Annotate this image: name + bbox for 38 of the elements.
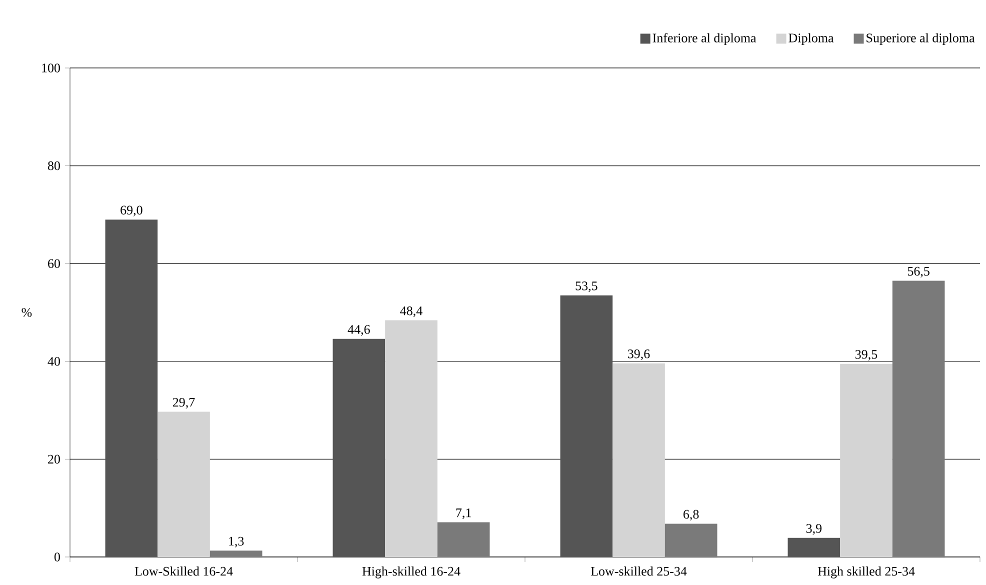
bar [788, 538, 840, 557]
bar [385, 320, 438, 557]
bar [664, 524, 718, 557]
legend-label: Diploma [788, 33, 834, 45]
bar [332, 338, 386, 557]
y-tick-label: 60 [48, 259, 60, 268]
legend-label: Superiore al diploma [866, 33, 975, 45]
data-label: 29,7 [172, 398, 195, 409]
bar [612, 363, 665, 557]
data-label: 53,5 [576, 282, 598, 292]
bar [158, 412, 210, 557]
bar [210, 550, 262, 557]
data-label: 56,5 [908, 266, 930, 278]
y-tick-label: 40 [48, 357, 60, 366]
x-tick-label: High-skilled 16-24 [362, 566, 460, 578]
data-label: 48,4 [400, 306, 422, 318]
y-tick-label: 20 [48, 454, 60, 464]
data-label: 3,9 [806, 524, 822, 535]
bar [105, 220, 158, 557]
data-label: 39,5 [856, 350, 878, 361]
data-label: 6,8 [684, 510, 699, 521]
x-tick-label: Low-Skilled 16-24 [134, 566, 233, 576]
bar [840, 364, 892, 557]
data-label: 69,0 [120, 206, 142, 216]
bar [892, 280, 945, 557]
y-tick-label: 0 [54, 552, 60, 562]
y-tick-label: 100 [42, 64, 60, 72]
x-tick-label: Low-skilled 25-34 [590, 566, 687, 576]
bar [560, 295, 613, 557]
x-tick-label: High skilled 25-34 [818, 566, 915, 578]
y-axis-title: % [22, 308, 32, 317]
legend-label: Inferiore al diploma [652, 33, 756, 46]
data-label: 39,6 [628, 350, 650, 360]
y-tick-label: 80 [48, 161, 60, 170]
data-label: 44,6 [348, 325, 370, 336]
data-label: 7,1 [456, 508, 471, 520]
data-label: 1,3 [229, 536, 244, 548]
bar [437, 522, 490, 557]
